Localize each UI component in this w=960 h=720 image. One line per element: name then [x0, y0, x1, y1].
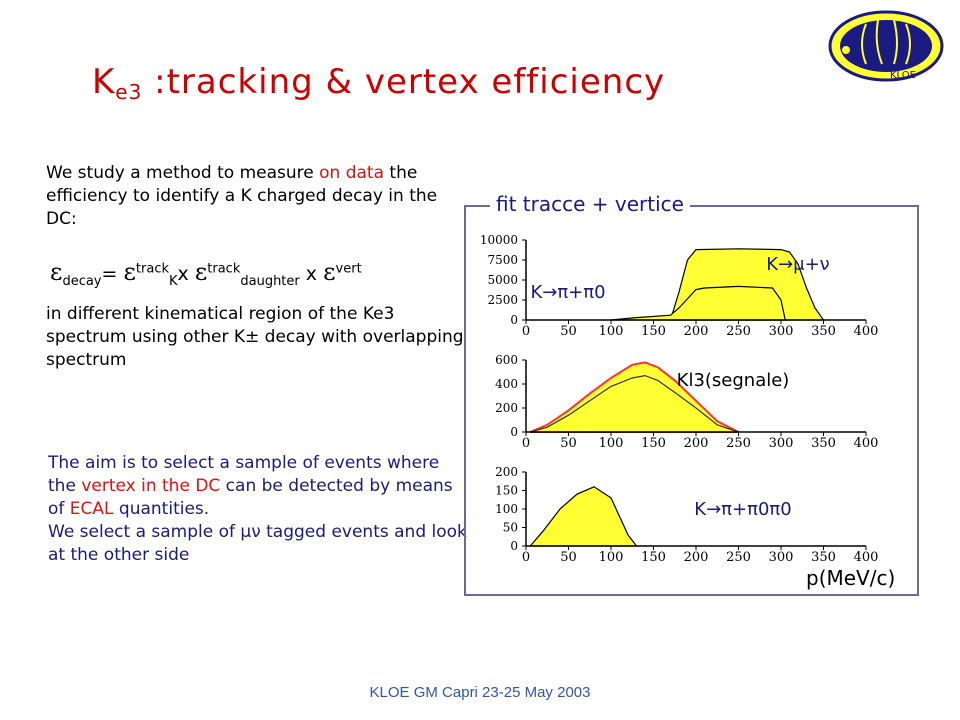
- x-tick-label: 100: [599, 550, 624, 565]
- plot-frame-title: fit tracce + vertice: [490, 192, 690, 216]
- y-tick-label: 150: [495, 484, 518, 498]
- y-tick-label: 50: [503, 521, 518, 535]
- y-tick-label: 0: [510, 313, 518, 327]
- x-tick-label: 150: [641, 436, 666, 451]
- x-tick-label: 50: [560, 436, 577, 451]
- histogram-series-inner: [530, 374, 739, 433]
- x-tick-label: 250: [726, 550, 751, 565]
- panel-label: K→μ+ν: [766, 254, 829, 275]
- x-tick-label: 400: [854, 436, 879, 451]
- x-tick-label: 300: [769, 324, 794, 339]
- intro-paragraph: We study a method to measure on data the…: [46, 163, 438, 229]
- x-tick-label: 250: [726, 324, 751, 339]
- y-tick-label: 0: [510, 539, 518, 553]
- panel-label: Kl3(segnale): [677, 370, 790, 391]
- x-tick-label: 350: [811, 324, 836, 339]
- panel-label: K→π+π0: [530, 282, 605, 303]
- histogram-panels: 0 50 100 150 200 250 300 350 4000250050007500100…: [480, 233, 879, 565]
- x-tick-label: 200: [684, 550, 709, 565]
- histogram-series-K→π+π0π0: [528, 486, 638, 547]
- method-paragraph: in different kinematical region of the K…: [46, 304, 464, 370]
- x-tick-label: 400: [854, 324, 879, 339]
- x-tick-label: 300: [769, 550, 794, 565]
- histogram-series-K→π+π0: [610, 285, 786, 321]
- x-tick-label: 50: [560, 324, 577, 339]
- x-tick-label: 400: [854, 550, 879, 565]
- title-k: K: [92, 62, 116, 102]
- title-sub: e3: [115, 80, 143, 104]
- x-tick-label: 350: [811, 550, 836, 565]
- x-tick-label: 300: [769, 436, 794, 451]
- x-tick-label: 0: [522, 436, 530, 451]
- footer: KLOE GM Capri 23-25 May 2003: [369, 684, 591, 701]
- y-tick-label: 0: [510, 425, 518, 439]
- x-tick-label: 50: [560, 550, 577, 565]
- efficiency-formula: εdecay= εtrackKx εtrackdaughter x εvert: [50, 258, 362, 289]
- aim-paragraph: The aim is to select a sample of events …: [48, 453, 467, 565]
- x-tick-label: 0: [522, 324, 530, 339]
- slide-title: Ke3 :tracking & vertex efficiency: [92, 62, 665, 104]
- svg-text:KLOE: KLOE: [890, 70, 916, 81]
- x-tick-label: 150: [641, 550, 666, 565]
- title-rest: :tracking & vertex efficiency: [142, 62, 666, 102]
- y-tick-label: 100: [495, 502, 518, 516]
- x-tick-label: 100: [599, 436, 624, 451]
- x-tick-label: 250: [726, 436, 751, 451]
- y-tick-label: 7500: [487, 253, 518, 267]
- y-tick-label: 10000: [480, 233, 518, 247]
- x-tick-label: 350: [811, 436, 836, 451]
- kloe-logo: KLOE: [826, 6, 950, 88]
- y-tick-label: 5000: [487, 273, 518, 287]
- y-tick-label: 200: [495, 465, 518, 479]
- x-tick-label: 100: [599, 324, 624, 339]
- y-tick-label: 400: [495, 377, 518, 391]
- plot-frame: [464, 205, 919, 596]
- y-tick-label: 200: [495, 401, 518, 415]
- x-tick-label: 200: [684, 324, 709, 339]
- y-tick-label: 2500: [487, 293, 518, 307]
- x-axis-label: p(MeV/c): [806, 566, 896, 590]
- panel-label: K→π+π0π0: [694, 499, 791, 520]
- x-tick-label: 0: [522, 550, 530, 565]
- x-tick-label: 200: [684, 436, 709, 451]
- y-tick-label: 600: [495, 353, 518, 367]
- x-tick-label: 150: [641, 324, 666, 339]
